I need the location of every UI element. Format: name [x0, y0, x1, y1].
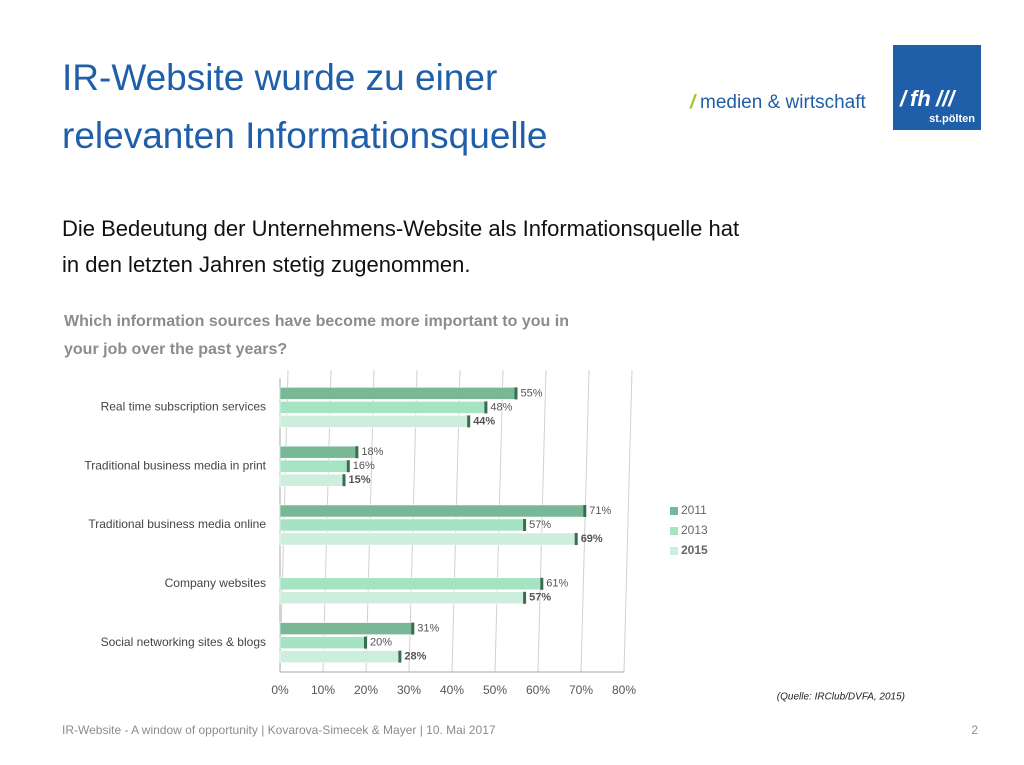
x-tick-label: 20%	[354, 683, 378, 697]
bar	[279, 577, 543, 591]
bar-cap	[523, 519, 527, 531]
chart-title: your job over the past years?	[64, 341, 287, 358]
logo-slashes: ///	[935, 86, 957, 111]
legend-label: 2011	[681, 503, 707, 517]
bar-cap	[342, 474, 346, 487]
x-tick-label: 80%	[612, 683, 636, 697]
bar	[279, 636, 367, 649]
value-label: 15%	[349, 474, 371, 486]
legend-label: 2013	[681, 523, 708, 537]
value-label: 48%	[490, 401, 512, 413]
bar	[279, 401, 487, 414]
bar-cap	[467, 415, 471, 428]
value-label: 61%	[546, 578, 568, 590]
category-label: Social networking sites & blogs	[101, 635, 266, 649]
chart-title: Which information sources have become mo…	[64, 313, 569, 330]
logo-slash: /	[899, 86, 909, 111]
x-tick-label: 0%	[271, 683, 289, 697]
x-tick-label: 30%	[397, 683, 421, 697]
value-label: 16%	[353, 460, 375, 472]
value-label: 69%	[581, 533, 603, 545]
bar-cap	[583, 505, 587, 517]
value-label: 57%	[529, 592, 551, 604]
value-label: 55%	[521, 387, 543, 399]
source-note: (Quelle: IRClub/DVFA, 2015)	[777, 692, 905, 703]
bar-cap	[364, 636, 367, 649]
bar	[279, 622, 414, 635]
x-tick-label: 40%	[440, 683, 464, 697]
bar-cap	[346, 460, 350, 473]
bar-cap	[484, 401, 488, 414]
x-tick-label: 10%	[311, 683, 335, 697]
bar-cap	[514, 387, 518, 400]
legend-swatch	[670, 527, 678, 535]
legend-swatch	[670, 547, 678, 555]
value-label: 31%	[417, 623, 439, 635]
logo-text: medien & wirtschaft	[700, 92, 867, 113]
bar	[279, 532, 577, 546]
value-label: 28%	[404, 651, 426, 663]
title-line: IR-Website wurde zu einer	[62, 57, 497, 98]
bar	[279, 459, 350, 473]
category-label: Real time subscription services	[101, 400, 266, 414]
x-tick-label: 60%	[526, 683, 550, 697]
bar	[279, 387, 517, 400]
value-label: 71%	[589, 505, 611, 517]
value-label: 18%	[361, 446, 383, 458]
bar-cap	[540, 577, 544, 590]
title-line: relevanten Informationsquelle	[62, 115, 547, 156]
legend-swatch	[670, 507, 678, 515]
bar	[279, 518, 526, 532]
logo-box	[893, 45, 981, 130]
logo-badge: fh	[910, 86, 931, 111]
x-tick-label: 50%	[483, 683, 507, 697]
logo-city: st.pölten	[929, 113, 975, 125]
page-number: 2	[971, 723, 978, 737]
value-label: 44%	[473, 415, 495, 427]
subtitle-line: in den letzten Jahren stetig zugenommen.	[62, 252, 470, 277]
grid-line	[537, 369, 547, 673]
legend-label: 2015	[681, 543, 708, 557]
footer-text: IR-Website - A window of opportunity | K…	[62, 723, 496, 737]
subtitle-line: Die Bedeutung der Unternehmens-Website a…	[62, 216, 739, 241]
bar-cap	[411, 622, 415, 635]
bar	[279, 445, 358, 459]
bar	[279, 415, 470, 428]
value-label: 57%	[529, 519, 551, 531]
bar	[279, 504, 586, 518]
grid-line	[623, 369, 633, 673]
logo-slash: /	[689, 92, 697, 113]
category-label: Company websites	[165, 576, 266, 590]
bar-cap	[398, 650, 402, 663]
bar	[279, 650, 401, 663]
category-label: Traditional business media in print	[84, 458, 266, 472]
bar-cap	[574, 533, 578, 545]
bar-cap	[523, 591, 527, 604]
grid-line	[580, 369, 590, 673]
bar	[279, 473, 345, 487]
bar-cap	[355, 446, 359, 459]
value-label: 20%	[370, 637, 392, 649]
category-label: Traditional business media online	[88, 517, 266, 531]
x-tick-label: 70%	[569, 683, 593, 697]
bar	[279, 591, 526, 605]
